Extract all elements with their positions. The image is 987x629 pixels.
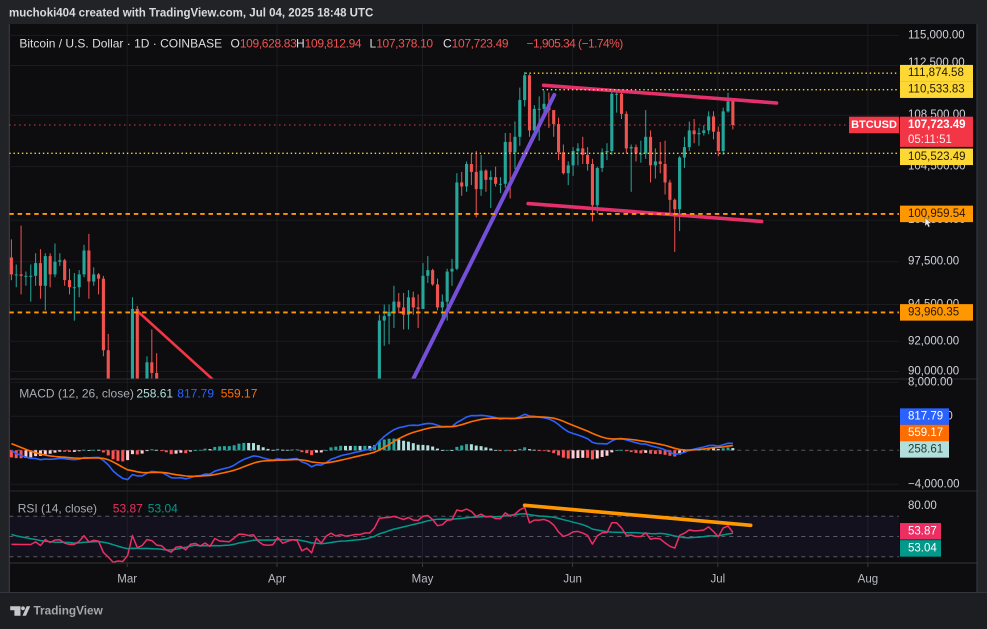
svg-text:53.87: 53.87	[908, 525, 937, 537]
svg-text:Apr: Apr	[268, 574, 286, 586]
svg-text:Jul: Jul	[710, 574, 725, 586]
svg-text:105,523.49: 105,523.49	[908, 151, 966, 163]
svg-text:Jun: Jun	[563, 574, 582, 586]
svg-text:100,959.54: 100,959.54	[908, 208, 966, 220]
svg-text:111,874.58: 111,874.58	[908, 67, 964, 79]
svg-text:115,000.00: 115,000.00	[908, 29, 965, 41]
svg-text:H109,812.94: H109,812.94	[296, 37, 362, 51]
svg-text:90,000.00: 90,000.00	[908, 365, 959, 377]
svg-text:53.04: 53.04	[908, 542, 937, 554]
svg-text:muchoki404 created with Tradin: muchoki404 created with TradingView.com,…	[9, 8, 373, 20]
svg-text:05:11:51: 05:11:51	[908, 134, 952, 146]
svg-text:258.61: 258.61	[908, 443, 943, 455]
svg-text:C107,723.49: C107,723.49	[443, 37, 509, 51]
svg-text:80.00: 80.00	[908, 500, 937, 512]
svg-text:Mar: Mar	[117, 574, 137, 586]
svg-text:8,000.00: 8,000.00	[908, 376, 953, 388]
svg-text:53.87: 53.87	[113, 501, 143, 515]
svg-text:817.79: 817.79	[908, 411, 943, 423]
svg-text:O109,628.83: O109,628.83	[231, 37, 298, 51]
svg-text:97,500.00: 97,500.00	[908, 256, 959, 268]
svg-text:May: May	[412, 574, 434, 586]
svg-text:L107,378.10: L107,378.10	[370, 37, 434, 51]
svg-text:TradingView: TradingView	[34, 604, 104, 618]
svg-text:MACD (12, 26, close): MACD (12, 26, close)	[19, 386, 134, 400]
svg-text:−1,905.34 (−1.74%): −1,905.34 (−1.74%)	[527, 37, 624, 51]
svg-text:RSI (14, close): RSI (14, close)	[18, 501, 97, 515]
svg-text:258.61: 258.61	[136, 386, 173, 400]
svg-text:107,723.49: 107,723.49	[908, 119, 966, 131]
svg-text:93,960.35: 93,960.35	[908, 306, 959, 318]
svg-text:−4,000.00: −4,000.00	[908, 478, 959, 490]
svg-text:53.04: 53.04	[148, 501, 178, 515]
svg-text:BTCUSD: BTCUSD	[851, 119, 897, 131]
svg-text:817.79: 817.79	[177, 386, 214, 400]
svg-text:559.17: 559.17	[908, 427, 943, 439]
svg-text:92,000.00: 92,000.00	[908, 335, 959, 347]
svg-text:110,533.83: 110,533.83	[908, 84, 965, 96]
svg-text:559.17: 559.17	[221, 386, 258, 400]
svg-text:Aug: Aug	[858, 574, 878, 586]
svg-text:Bitcoin / U.S. Dollar · 1D · C: Bitcoin / U.S. Dollar · 1D · COINBASE	[19, 37, 222, 51]
